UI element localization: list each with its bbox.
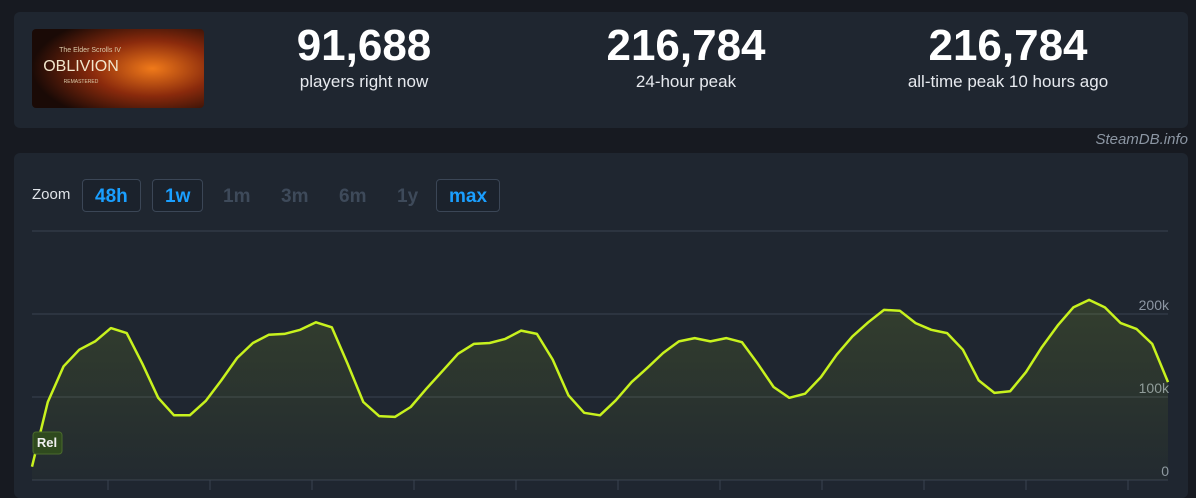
area (32, 299, 1168, 480)
stat: 216,784 all-time peak 10 hours ago (858, 20, 1158, 92)
stat-label: all-time peak 10 hours ago (907, 72, 1109, 91)
stat-value: 91,688 (296, 21, 432, 70)
game-logo (32, 29, 204, 108)
stat-label: 24-hour peak (635, 72, 737, 91)
y-tick-label: 200k (1139, 297, 1170, 313)
plot: 0100k200kRel (30, 230, 1170, 490)
logo-edition: REMASTERED (64, 79, 99, 85)
stat-value: 216,784 (606, 21, 766, 70)
logo-series: The Elder Scrolls IV (59, 47, 121, 54)
annotation-flag (32, 431, 63, 455)
zoom-button[interactable]: max (436, 179, 501, 212)
stat-value: 216,784 (928, 21, 1088, 70)
annotation: Rel (37, 435, 57, 450)
zoom-button[interactable]: 1m (223, 186, 251, 207)
logo-title: OBLIVION (43, 58, 119, 75)
line (30, 298, 1170, 467)
stat: 216,784 24-hour peak (536, 20, 836, 92)
stats-panel (14, 12, 1188, 128)
source: SteamDB.info (1095, 131, 1188, 148)
zoom-label: Zoom (32, 186, 71, 203)
zoom-button[interactable]: 1w (152, 179, 204, 212)
stat-label: players right now (299, 72, 429, 91)
zoom-button[interactable]: 1y (397, 186, 419, 207)
zoom-button[interactable]: 3m (281, 186, 309, 207)
zoom-button[interactable]: 48h (82, 179, 141, 212)
zoom-button[interactable]: 6m (339, 186, 367, 207)
stat: 91,688 players right now (214, 20, 514, 92)
